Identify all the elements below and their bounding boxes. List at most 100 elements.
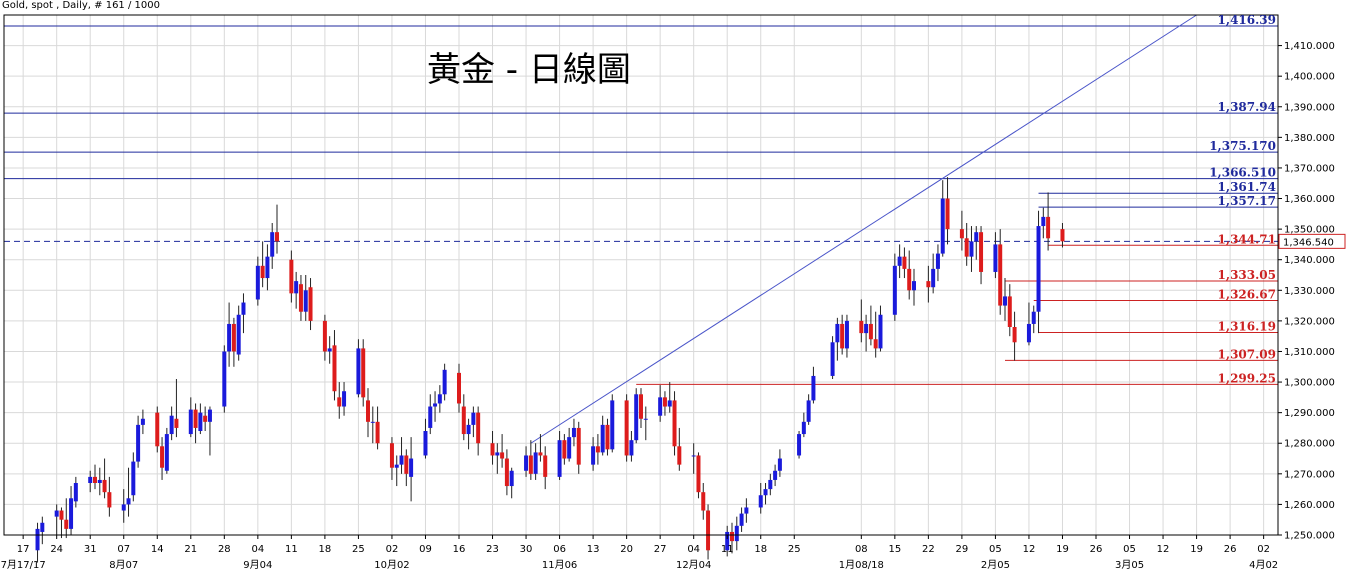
candle-down — [562, 440, 567, 459]
resistance-label: 1,375.170 — [1209, 139, 1276, 153]
candle-up — [739, 513, 744, 526]
candle-down — [322, 320, 327, 352]
x-tick-label: 04 — [687, 544, 700, 555]
candle-down — [639, 394, 643, 419]
x-tick-label: 06 — [553, 544, 566, 555]
candle-up — [758, 495, 763, 508]
candle-up — [643, 418, 648, 420]
candle-up — [571, 427, 576, 438]
candle-down — [59, 510, 64, 520]
candle-down — [979, 232, 984, 272]
candle-up — [207, 409, 212, 422]
x-tick-label: 14 — [151, 544, 164, 555]
candle-up — [773, 470, 778, 480]
candle-up — [394, 464, 399, 468]
axes: 1,250.000 1,260.000 1,270.000 1,280.000 1,29… — [1, 14, 1346, 571]
candle-up — [634, 394, 639, 441]
resistance-label: 1,387.94 — [1218, 100, 1276, 114]
y-tick-label: 1,330.000 — [1284, 286, 1335, 297]
candle-up — [533, 452, 538, 474]
x-tick-label: 05 — [989, 544, 1002, 555]
x-tick-label: 12 — [1023, 544, 1036, 555]
candle-up — [897, 256, 902, 266]
support-label: 1,299.25 — [1218, 371, 1276, 385]
candle-down — [102, 479, 107, 493]
month-label: 10月02 — [374, 559, 409, 571]
candle-up — [1031, 311, 1036, 324]
candle-up — [303, 290, 308, 312]
y-tick-label: 1,320.000 — [1284, 316, 1335, 327]
resistance-label: 1,361.74 — [1218, 180, 1276, 194]
y-tick-label: 1,400.000 — [1284, 72, 1335, 83]
candle-up — [797, 434, 802, 456]
candle-up — [131, 461, 136, 496]
support-label: 1,316.19 — [1218, 320, 1276, 334]
candle-up — [342, 391, 347, 407]
candle-up — [236, 314, 241, 355]
candle-up — [591, 446, 596, 465]
candle-up — [399, 455, 404, 465]
candle-up — [442, 369, 447, 395]
candle-down — [1012, 327, 1017, 343]
candle-up — [433, 403, 438, 407]
grid-lines — [4, 15, 1278, 536]
y-tick-label: 1,250.000 — [1284, 531, 1335, 542]
resistance-label: 1,416.39 — [1218, 13, 1276, 27]
candle-down — [231, 323, 236, 352]
candle-up — [126, 498, 131, 505]
candle-down — [93, 476, 97, 483]
candle-down — [868, 323, 873, 340]
candle-up — [265, 256, 270, 279]
y-tick-label: 1,380.000 — [1284, 133, 1335, 144]
candle-up — [777, 458, 782, 471]
support-label: 1,326.67 — [1218, 287, 1276, 301]
x-tick-label: 19 — [1056, 544, 1069, 555]
x-tick-label: 07 — [117, 544, 130, 555]
candle-down — [696, 455, 701, 493]
trendline — [530, 14, 1197, 444]
candle-up — [40, 522, 45, 532]
candle-down — [926, 281, 931, 288]
x-tick-label: 23 — [486, 544, 499, 555]
month-label: 4月02 — [1249, 559, 1278, 571]
candle-up — [140, 418, 145, 425]
candle-down — [730, 531, 734, 542]
candle-up — [227, 323, 232, 352]
candle-up — [811, 375, 816, 401]
y-tick-label: 1,410.000 — [1284, 41, 1335, 52]
support-label: 1,307.09 — [1218, 347, 1276, 361]
candle-down — [1046, 216, 1051, 239]
month-label: 8月07 — [109, 559, 138, 571]
x-tick-label: 20 — [620, 544, 633, 555]
y-tick-label: 1,310.000 — [1284, 347, 1335, 358]
candle-down — [361, 348, 366, 398]
x-tick-label: 30 — [520, 544, 533, 555]
candle-up — [437, 394, 442, 404]
plot-frame — [3, 14, 1279, 536]
candle-up — [974, 232, 979, 242]
candle-down — [1007, 296, 1012, 327]
chart-header: Gold, spot , Daily, # 161 / 1000 — [2, 0, 160, 11]
candle-down — [193, 409, 198, 428]
candle-up — [136, 424, 141, 462]
candle-up — [164, 434, 169, 471]
y-tick-label: 1,300.000 — [1284, 378, 1335, 389]
candle-down — [107, 492, 112, 508]
candle-up — [658, 397, 663, 416]
candle-down — [298, 284, 303, 312]
candle-up — [356, 348, 361, 395]
candle-up — [69, 498, 74, 529]
candle-up — [1036, 226, 1041, 312]
month-label: 11月06 — [542, 559, 577, 571]
candle-up — [241, 302, 246, 315]
candle-up — [327, 348, 332, 352]
candle-up — [370, 421, 375, 423]
month-label: 12月04 — [676, 559, 711, 571]
candle-down — [945, 198, 950, 230]
x-tick-label: 26 — [1224, 544, 1237, 555]
candle-down — [203, 415, 208, 422]
month-label: 9月04 — [243, 559, 272, 571]
candle-up — [844, 320, 849, 349]
candle-down — [476, 412, 481, 444]
x-tick-label: 25 — [352, 544, 365, 555]
